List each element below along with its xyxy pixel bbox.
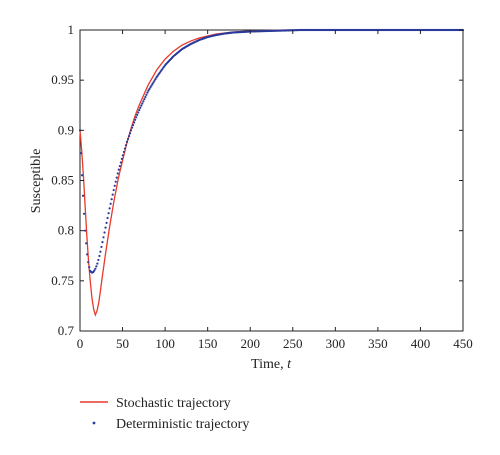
plot-area (79, 29, 464, 332)
deterministic-trajectory-point (104, 226, 107, 229)
x-tick-label: 50 (116, 336, 129, 351)
deterministic-trajectory-point (94, 267, 97, 270)
deterministic-trajectory-point (141, 102, 144, 105)
x-axis-title: Time, t (251, 357, 292, 372)
deterministic-trajectory-point (100, 245, 103, 249)
deterministic-trajectory-point (152, 81, 155, 84)
x-tick-label: 400 (411, 336, 431, 351)
deterministic-trajectory-point (133, 121, 136, 124)
deterministic-trajectory-point (84, 229, 87, 232)
deterministic-trajectory-point (138, 108, 141, 112)
deterministic-trajectory-point (143, 98, 146, 101)
deterministic-trajectory-point (130, 126, 134, 129)
legend-deterministic-marker (92, 421, 96, 425)
deterministic-trajectory-point (137, 111, 140, 114)
deterministic-trajectory-point (132, 123, 135, 127)
deterministic-trajectory-point (140, 104, 143, 107)
deterministic-trajectory-point (118, 164, 121, 168)
deterministic-trajectory-point (114, 180, 117, 183)
deterministic-trajectory-point (117, 168, 120, 171)
deterministic-trajectory-point (128, 132, 132, 135)
deterministic-trajectory-point (109, 202, 112, 205)
y-tick-label: 0.75 (51, 273, 74, 288)
deterministic-trajectory-point (116, 172, 119, 175)
deterministic-trajectory-point (101, 241, 104, 244)
x-tick-label: 200 (240, 336, 260, 351)
deterministic-trajectory-point (119, 161, 122, 164)
deterministic-trajectory-point (103, 231, 106, 234)
deterministic-trajectory-point (126, 137, 130, 141)
deterministic-trajectory-point (115, 176, 118, 179)
deterministic-trajectory-point (87, 261, 90, 264)
deterministic-trajectory-point (135, 116, 138, 119)
deterministic-trajectory-point (144, 95, 147, 99)
deterministic-trajectory-point (107, 212, 110, 215)
x-tick-label: 150 (198, 336, 218, 351)
y-tick-label: 1 (68, 22, 75, 37)
deterministic-trajectory-point (139, 106, 142, 109)
x-tick-label: 350 (368, 336, 388, 351)
deterministic-trajectory-point (142, 100, 145, 103)
deterministic-trajectory-point (151, 82, 154, 85)
x-tick-label: 450 (453, 336, 473, 351)
deterministic-trajectory-point (129, 129, 133, 132)
deterministic-trajectory-point (79, 152, 83, 155)
deterministic-trajectory-point (108, 207, 111, 210)
deterministic-trajectory-point (105, 221, 108, 224)
deterministic-trajectory-point (80, 174, 84, 177)
legend: Stochastic trajectory Deterministic traj… (80, 396, 249, 432)
deterministic-trajectory-point (145, 93, 148, 96)
deterministic-trajectory-point (148, 87, 151, 91)
deterministic-trajectory-point (153, 79, 156, 82)
deterministic-trajectory-point (85, 242, 88, 245)
deterministic-trajectory-point (97, 258, 100, 262)
y-tick-label: 0.85 (51, 173, 74, 188)
deterministic-trajectory-point (154, 77, 157, 80)
deterministic-trajectory-point (113, 184, 116, 187)
deterministic-trajectory-point (88, 266, 91, 269)
deterministic-trajectory-point (124, 144, 128, 147)
deterministic-trajectory-point (93, 269, 96, 272)
legend-stochastic-label: Stochastic trajectory (116, 396, 231, 411)
y-tick-label: 0.7 (58, 323, 75, 338)
deterministic-trajectory-point (99, 250, 102, 253)
deterministic-trajectory-point (134, 118, 137, 121)
y-tick-label: 0.9 (58, 122, 74, 137)
y-tick-label: 0.8 (58, 223, 74, 238)
deterministic-trajectory-point (146, 91, 149, 94)
deterministic-trajectory-point (95, 265, 98, 268)
deterministic-trajectory-point (96, 262, 99, 265)
deterministic-trajectory-point (121, 154, 124, 157)
deterministic-trajectory-point (106, 216, 109, 220)
deterministic-trajectory-point (111, 193, 114, 196)
deterministic-trajectory-point (123, 147, 127, 150)
deterministic-trajectory-point (81, 194, 85, 197)
x-tick-label: 0 (77, 336, 84, 351)
deterministic-trajectory-point (125, 140, 129, 143)
deterministic-trajectory-point (150, 84, 153, 87)
y-tick-label: 0.95 (51, 72, 74, 87)
ticks-layer: 0 50 100 150 200 250 300 350 400 450 0.7 0.75 0.8 0.8… (51, 22, 473, 351)
y-axis-title: Susceptible (29, 149, 44, 214)
deterministic-trajectory-point (112, 188, 115, 192)
deterministic-trajectory-point (127, 135, 131, 138)
deterministic-trajectory-point (122, 150, 126, 154)
x-tick-label: 250 (283, 336, 303, 351)
deterministic-trajectory-point (86, 253, 89, 256)
legend-deterministic-label: Deterministic trajectory (116, 417, 249, 432)
deterministic-trajectory-point (82, 212, 86, 215)
deterministic-trajectory-point (147, 89, 150, 92)
deterministic-trajectory-point (110, 198, 113, 201)
deterministic-trajectory-point (102, 236, 105, 239)
deterministic-trajectory-point (98, 254, 101, 258)
deterministic-trajectory-point (149, 86, 152, 89)
x-tick-label: 300 (326, 336, 346, 351)
deterministic-trajectory-point (136, 113, 139, 116)
deterministic-trajectory-point (120, 157, 123, 160)
x-tick-label: 100 (155, 336, 175, 351)
